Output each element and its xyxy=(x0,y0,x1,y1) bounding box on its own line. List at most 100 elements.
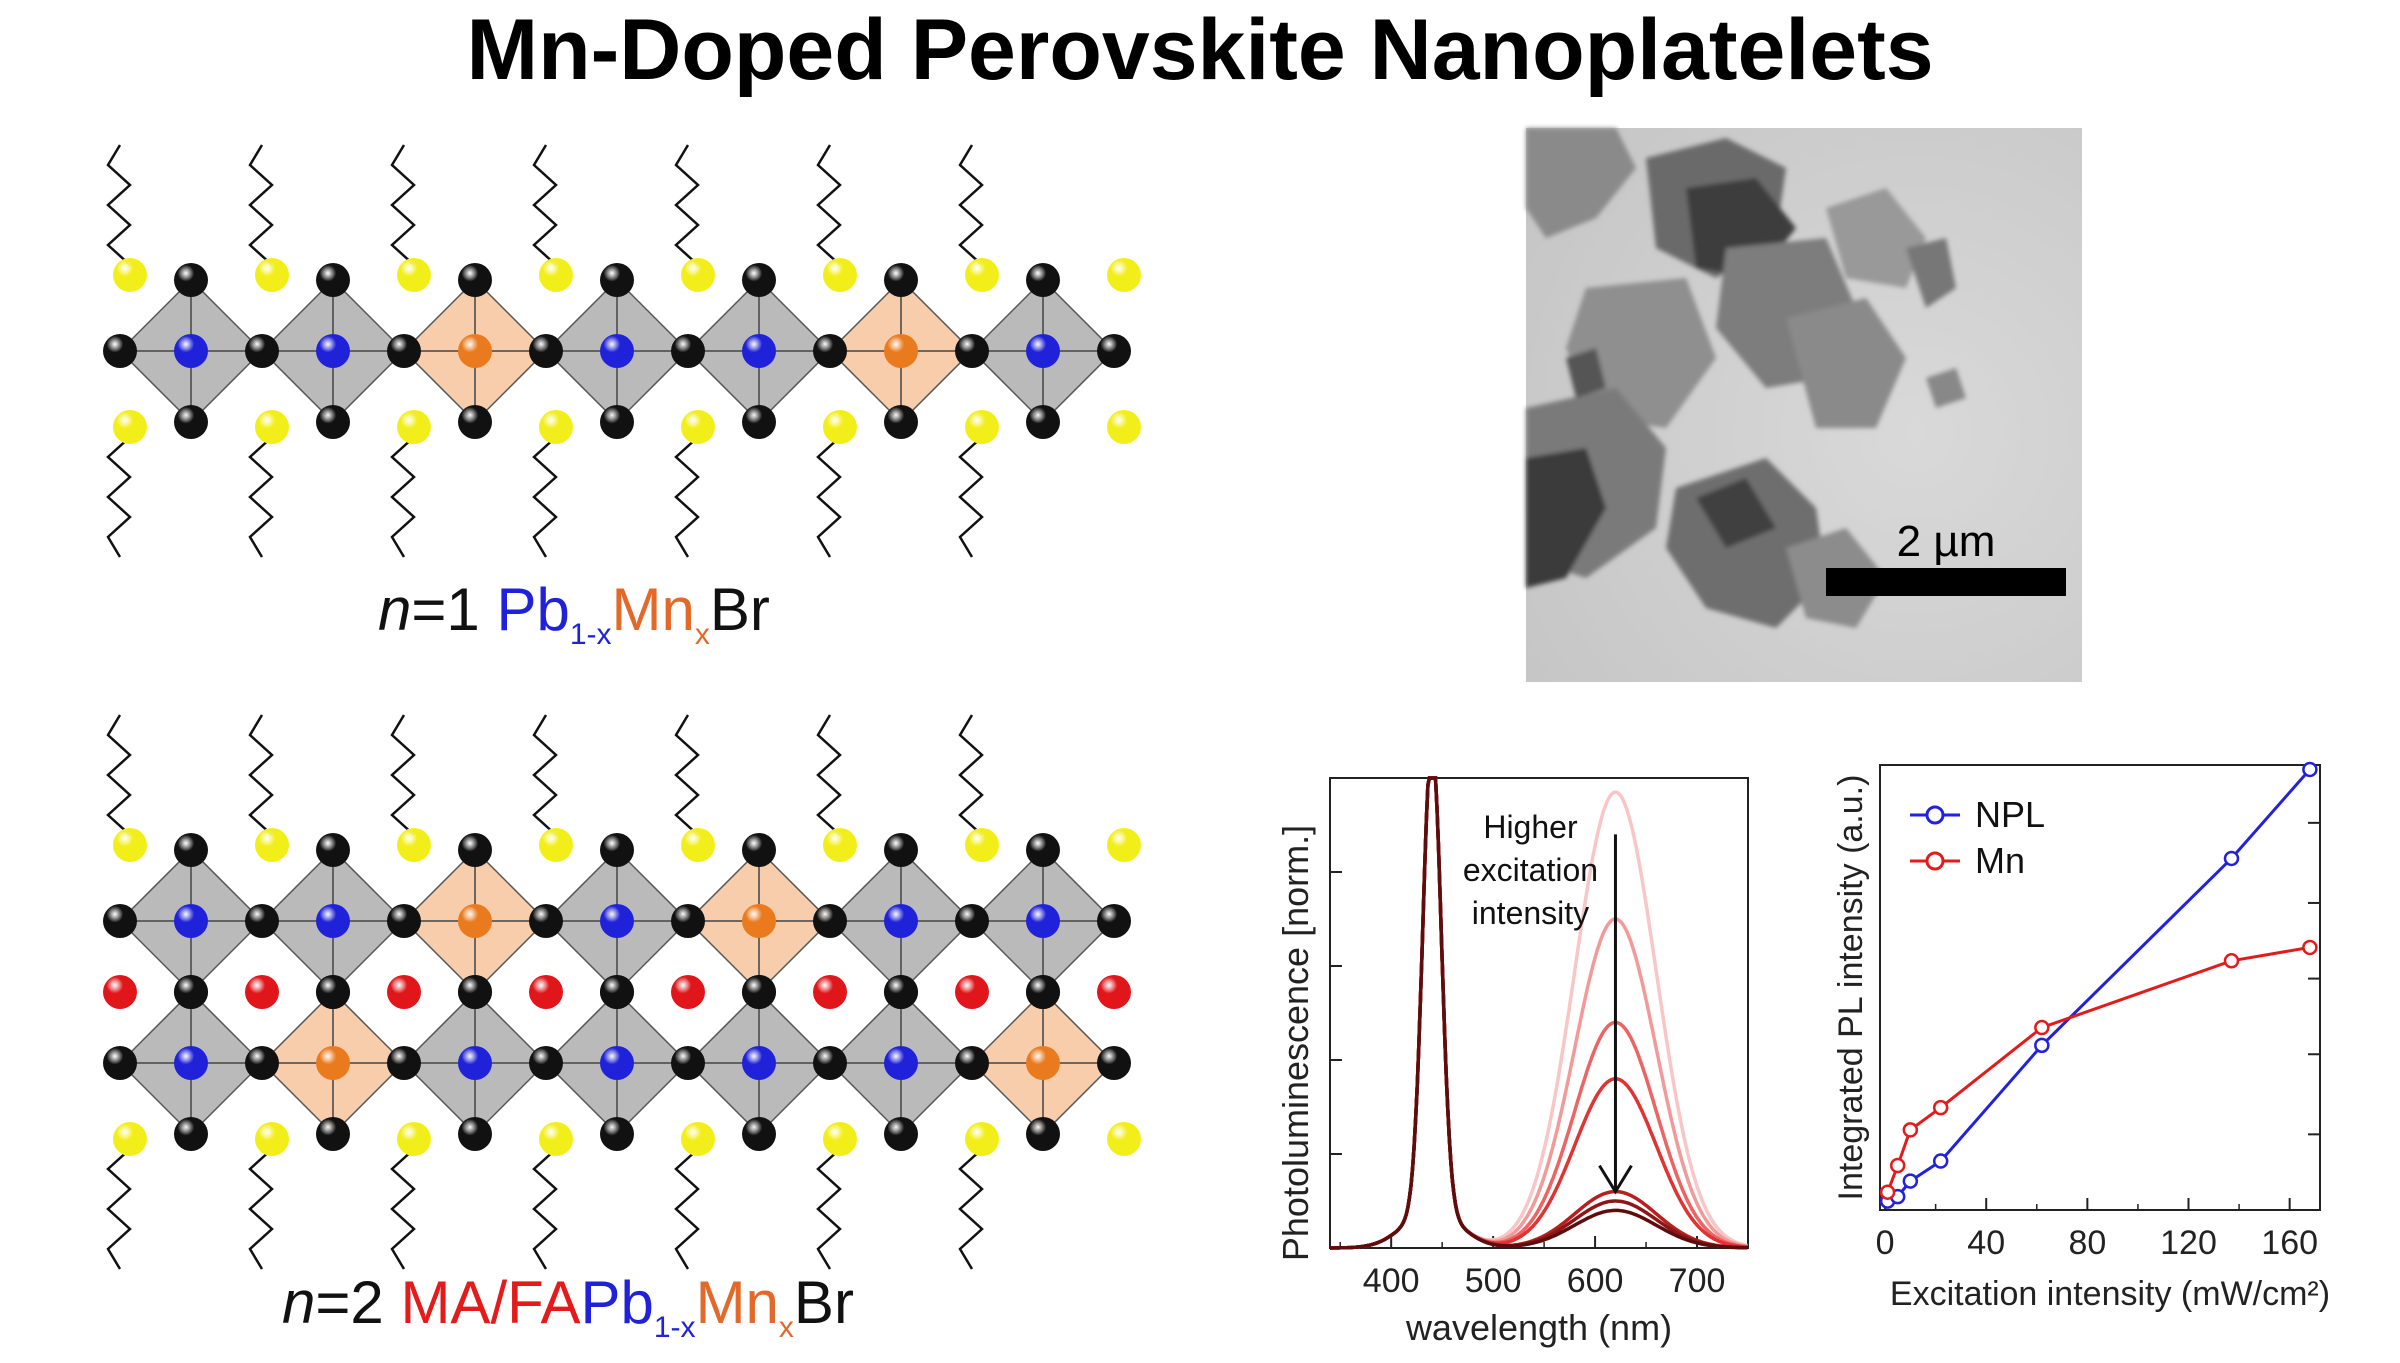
x-tick-label: 700 xyxy=(1669,1262,1726,1300)
pl-series-line xyxy=(1330,776,1748,1250)
scale-bar xyxy=(1826,568,2066,596)
halide-atom xyxy=(955,904,989,938)
halide-atom xyxy=(884,1117,918,1151)
legend-label: Mn xyxy=(1975,840,2025,881)
halide-atom xyxy=(884,263,918,297)
formula-pb-sub: 1-x xyxy=(653,1311,696,1344)
cation-atom xyxy=(245,975,279,1009)
data-point-mn xyxy=(1889,1157,1906,1174)
halide-atom xyxy=(458,1117,492,1151)
halide-atom xyxy=(955,1046,989,1080)
halide-atom xyxy=(600,1117,634,1151)
ligand-head-atom xyxy=(823,1122,857,1156)
pl-series-line xyxy=(1330,776,1748,1250)
mn-atom xyxy=(884,334,918,368)
ligand-chain xyxy=(106,1148,132,1270)
ligand-chain xyxy=(532,436,558,558)
x-axis-label: wavelength (nm) xyxy=(1405,1307,1672,1348)
ligand-head-atom xyxy=(681,258,715,292)
pl-series-line xyxy=(1330,776,1748,1250)
x-tick-label: 40 xyxy=(1967,1224,2005,1262)
halide-atom xyxy=(529,1046,563,1080)
pb-atom xyxy=(600,334,634,368)
pb-atom xyxy=(600,904,634,938)
pb-atom xyxy=(600,1046,634,1080)
halide-atom xyxy=(458,833,492,867)
halide-atom xyxy=(600,263,634,297)
ligand-chain xyxy=(958,144,984,266)
ligand-chain xyxy=(532,144,558,266)
ligand-head-atom xyxy=(539,1122,573,1156)
halide-atom xyxy=(671,334,705,368)
ligand-head-atom xyxy=(255,1122,289,1156)
ligand-head-atom xyxy=(539,258,573,292)
ligand-chain xyxy=(248,144,274,266)
halide-atom xyxy=(458,405,492,439)
ligand-chain xyxy=(390,714,416,836)
ligand-chain xyxy=(390,1148,416,1270)
cation-atom xyxy=(1097,975,1131,1009)
ligand-head-atom xyxy=(681,1122,715,1156)
halide-atom xyxy=(884,833,918,867)
pb-atom xyxy=(742,1046,776,1080)
ligand-head-atom xyxy=(255,828,289,862)
ligand-chain xyxy=(958,436,984,558)
pb-atom xyxy=(884,904,918,938)
ligand-chain xyxy=(248,1148,274,1270)
pb-atom xyxy=(174,1046,208,1080)
halide-atom xyxy=(742,975,776,1009)
ligand-head-atom xyxy=(1107,258,1141,292)
halide-atom xyxy=(174,405,208,439)
pb-atom xyxy=(884,1046,918,1080)
ligand-head-atom xyxy=(965,258,999,292)
halide-atom xyxy=(458,263,492,297)
ligand-chain xyxy=(390,144,416,266)
data-point-npl xyxy=(1932,1153,1949,1169)
ligand-head-atom xyxy=(539,828,573,862)
halide-atom xyxy=(316,1117,350,1151)
ligand-head-atom xyxy=(681,828,715,862)
ligand-chain xyxy=(674,1148,700,1270)
halide-atom xyxy=(174,1117,208,1151)
x-tick-label: 120 xyxy=(2160,1224,2217,1262)
halide-atom xyxy=(1097,904,1131,938)
ligand-head-atom xyxy=(397,828,431,862)
ligand-chain xyxy=(816,144,842,266)
y-axis-label: Photoluminescence [norm.] xyxy=(1275,825,1316,1261)
pl-spectrum-chart: 400 500 600 700 wavelength (nm) Photoluminesc… xyxy=(1275,776,1749,1348)
formula-cation: MA/FA xyxy=(400,1269,581,1336)
pb-atom xyxy=(316,334,350,368)
ligand-head-atom xyxy=(681,410,715,444)
halide-atom xyxy=(316,975,350,1009)
data-point-mn xyxy=(2302,939,2318,956)
ligand-head-atom xyxy=(965,828,999,862)
n2-formula-label: n=2 MA/FAPb1-xMnxBr xyxy=(282,1268,854,1363)
mn-atom xyxy=(1026,1046,1060,1080)
ligand-chain xyxy=(674,714,700,836)
ligand-chain xyxy=(390,436,416,558)
pb-atom xyxy=(316,904,350,938)
ligand-head-atom xyxy=(965,1122,999,1156)
halide-atom xyxy=(174,833,208,867)
pb-atom xyxy=(174,904,208,938)
ligand-chain xyxy=(958,714,984,836)
ligand-head-atom xyxy=(539,410,573,444)
mn-atom xyxy=(316,1046,350,1080)
halide-atom xyxy=(742,263,776,297)
ligand-head-atom xyxy=(1107,1122,1141,1156)
integrated-pl-chart: 0 40 80 120 160 Excitation intensity (mW/cm²)… xyxy=(1832,761,2330,1313)
halide-atom xyxy=(103,334,137,368)
halide-atom xyxy=(174,263,208,297)
ligand-head-atom xyxy=(255,258,289,292)
pb-atom xyxy=(458,1046,492,1080)
halide-atom xyxy=(529,904,563,938)
ligand-chain xyxy=(674,144,700,266)
halide-atom xyxy=(1026,263,1060,297)
pl-series-line xyxy=(1330,776,1748,1250)
halide-atom xyxy=(742,1117,776,1151)
ligand-chain xyxy=(816,714,842,836)
cation-atom xyxy=(387,975,421,1009)
data-point-mn xyxy=(1902,1122,1919,1138)
data-point-npl xyxy=(2302,761,2318,778)
halide-atom xyxy=(671,904,705,938)
